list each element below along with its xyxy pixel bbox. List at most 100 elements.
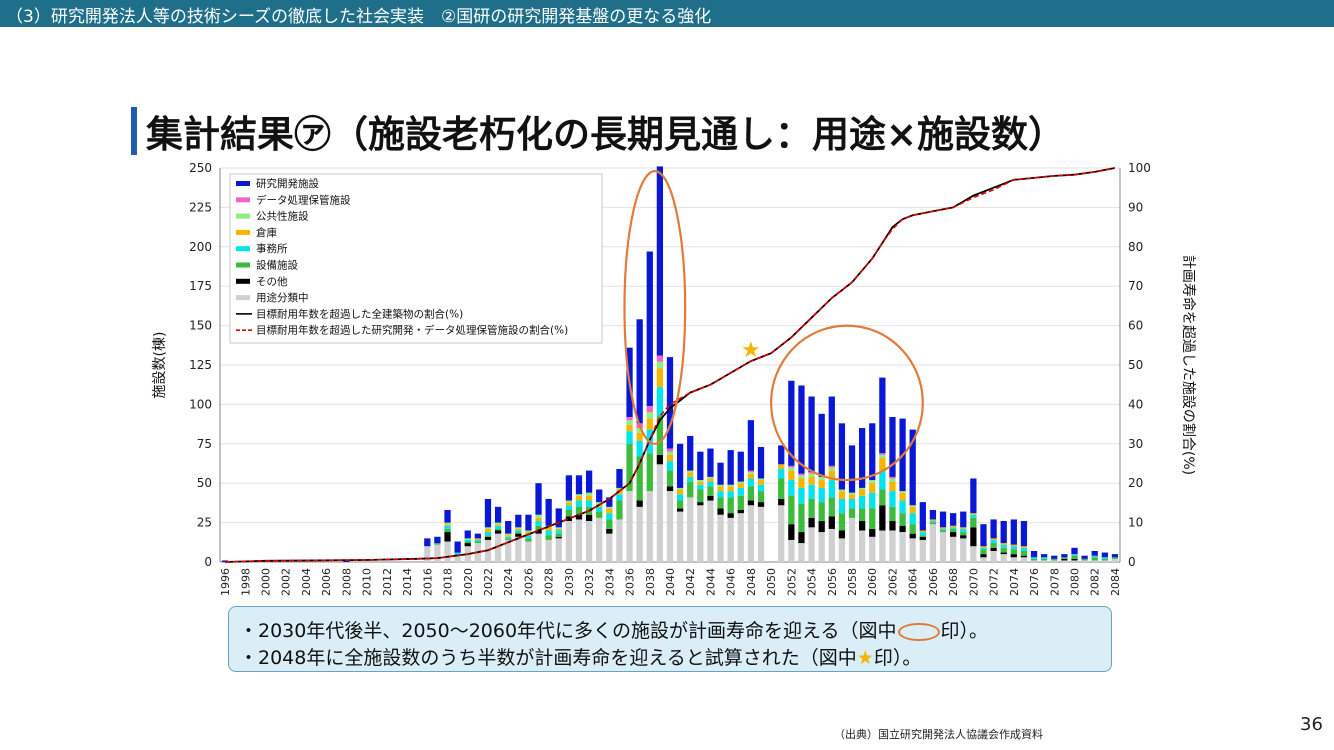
bar-segment [343, 560, 350, 562]
bar-segment [1000, 543, 1007, 545]
bar-segment [515, 527, 522, 529]
bar-segment [919, 536, 926, 540]
bar-segment [879, 489, 886, 506]
bar-segment [707, 476, 714, 479]
x-tick-label: 2082 [1089, 568, 1102, 596]
bar-segment [616, 500, 623, 520]
bar-segment [535, 483, 542, 515]
bar-segment [707, 478, 714, 482]
bar-segment [879, 453, 886, 455]
bar-segment [585, 500, 593, 507]
bar-segment [747, 470, 755, 473]
bar-segment [666, 461, 674, 471]
bar-segment [929, 524, 937, 562]
bar-segment [646, 418, 653, 430]
bar-segment [464, 538, 471, 540]
bar-segment [960, 538, 967, 562]
bar-segment [828, 497, 835, 517]
bar-segment [848, 508, 856, 518]
title-accent-bar [131, 107, 137, 155]
bar-segment [676, 508, 684, 512]
x-tick-label: 2044 [704, 568, 717, 596]
bar-segment [596, 489, 603, 503]
bar-segment [1101, 552, 1108, 558]
bar-segment [859, 530, 866, 562]
bar-segment [707, 495, 714, 501]
bar-segment [909, 513, 916, 525]
bar-segment [656, 415, 664, 455]
bar-segment [616, 469, 623, 488]
bar-segment [960, 535, 967, 539]
bar-segment [515, 528, 522, 531]
bar-segment [676, 489, 684, 495]
bar-segment [919, 539, 926, 562]
bar-segment [505, 521, 512, 534]
bar-segment [929, 522, 937, 525]
y-axis-title: 施設数(棟) [152, 332, 168, 399]
bar-segment [778, 505, 785, 562]
bar-segment [636, 428, 643, 433]
bar-segment [606, 506, 613, 509]
bar-segment [869, 423, 876, 481]
bar-segment [1061, 560, 1068, 562]
bar-segment [1071, 560, 1078, 562]
bar-segment [454, 541, 461, 553]
y-tick-label: 100 [189, 397, 212, 411]
bar-segment [990, 538, 997, 540]
bar-segment [1111, 558, 1119, 562]
bar-segment [778, 469, 785, 479]
x-tick-label: 2084 [1109, 568, 1122, 596]
bar-segment [980, 554, 987, 558]
bar-segment [879, 454, 886, 458]
y2-axis-title: 計画寿命を超過した施設の割合(%) [1180, 255, 1197, 475]
y-tick-label: 25 [197, 516, 212, 530]
bar-segment [879, 505, 886, 531]
y2-tick-label: 20 [1128, 476, 1143, 490]
bar-segment [798, 478, 805, 488]
bar-segment [626, 491, 633, 562]
y-tick-label: 75 [197, 437, 212, 451]
bar-segment [717, 484, 724, 487]
bar-segment [828, 528, 835, 562]
bar-segment [747, 420, 755, 471]
bar-segment [474, 541, 481, 544]
y-tick-label: 0 [204, 555, 212, 569]
bar-segment [1020, 557, 1028, 562]
x-tick-label: 2008 [340, 568, 353, 596]
bar-segment [1000, 521, 1007, 544]
bar-segment [707, 481, 714, 487]
bar-segment [444, 509, 451, 523]
bar-segment [1101, 560, 1108, 562]
bar-segment [656, 355, 664, 362]
bar-segment [535, 521, 542, 526]
bar-segment [636, 506, 643, 562]
bar-segment [666, 491, 674, 562]
x-tick-label: 2010 [361, 568, 374, 596]
legend-label: データ処理保管施設 [256, 193, 351, 206]
bar-segment [687, 470, 694, 473]
bar-segment [950, 525, 957, 528]
y-tick-label: 225 [189, 200, 212, 214]
bar-segment [707, 486, 714, 496]
bar-segment [1020, 521, 1028, 547]
bar-segment [596, 502, 603, 504]
bar-segment [808, 517, 815, 528]
bar-segment [899, 491, 906, 493]
oval-marker-icon [897, 622, 940, 641]
bar-segment [697, 480, 704, 482]
page-title: 集計結果㋐（施設老朽化の長期見通し：用途×施設数） [146, 113, 1066, 156]
x-tick-label: 2012 [381, 568, 394, 596]
bar-segment [848, 498, 856, 509]
bar-segment [869, 483, 876, 493]
x-tick-label: 2004 [300, 568, 313, 596]
legend-label: その他 [256, 275, 288, 288]
bar-segment [484, 535, 492, 537]
bar-segment [535, 530, 542, 534]
bar-segment [798, 532, 805, 544]
x-tick-label: 2078 [1048, 568, 1061, 596]
bar-segment [697, 505, 704, 562]
bar-segment [778, 445, 785, 465]
bar-segment [869, 536, 876, 562]
bar-segment [444, 541, 451, 562]
bar-segment [757, 484, 765, 492]
